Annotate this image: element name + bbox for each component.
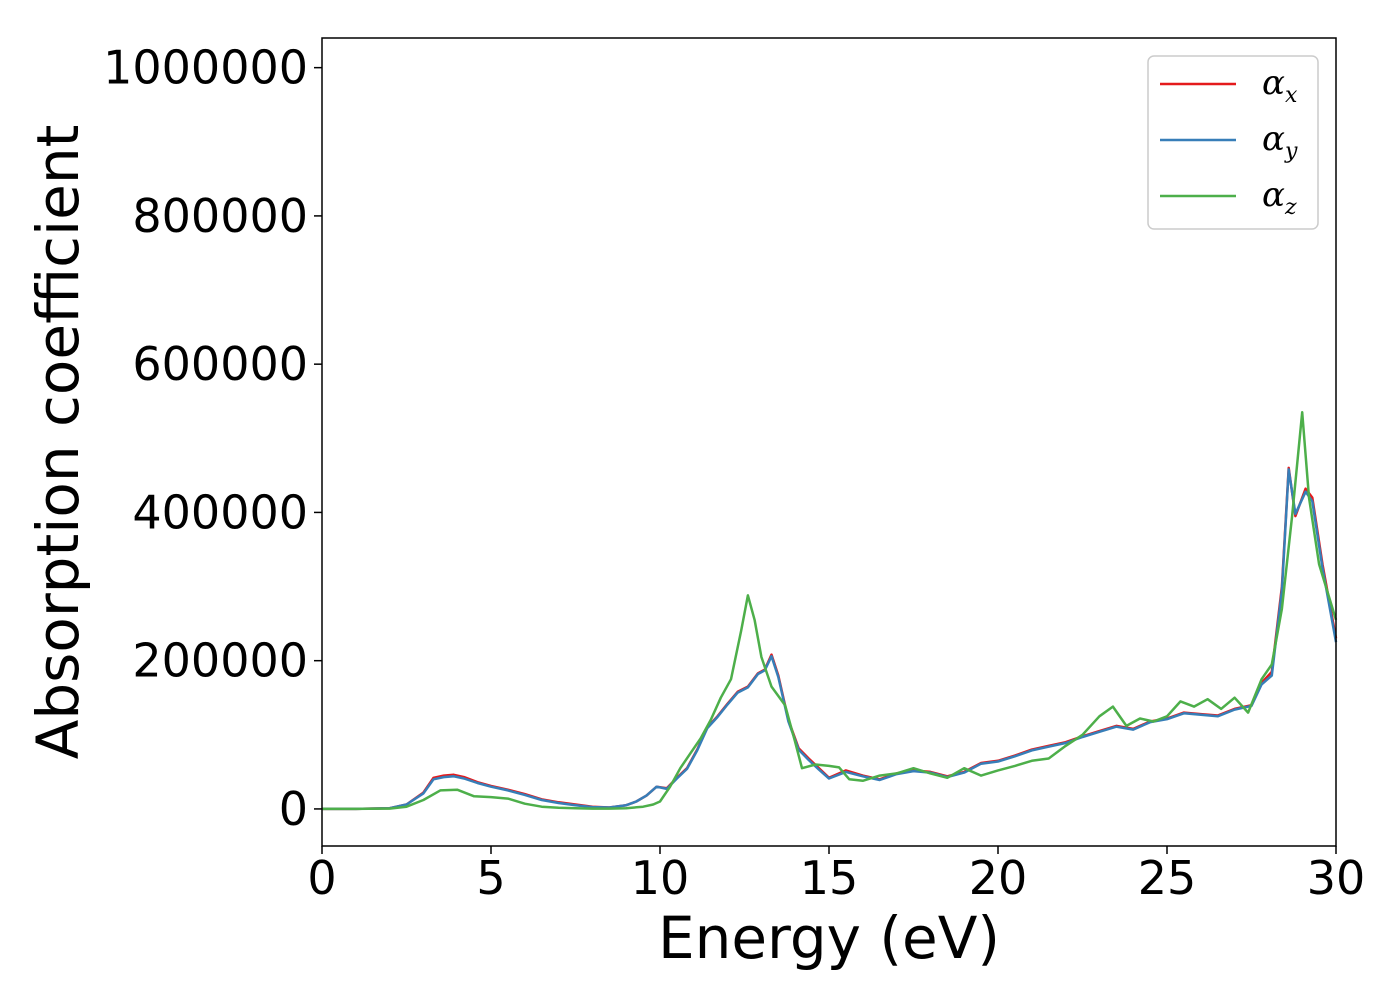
x-tick-label: 5 bbox=[476, 851, 505, 905]
x-tick-label: 0 bbox=[307, 851, 336, 905]
x-tick-label: 25 bbox=[1138, 851, 1197, 905]
legend-box bbox=[1147, 55, 1319, 230]
y-tick-label: 200000 bbox=[132, 634, 308, 688]
y-axis-ticks: 0 200000 400000 600000 800000 1000000 bbox=[103, 41, 322, 836]
y-tick-label: 600000 bbox=[132, 337, 308, 391]
y-tick-label: 0 bbox=[279, 782, 308, 836]
y-axis-label: Absorption coefficient bbox=[24, 125, 92, 760]
x-tick-label: 15 bbox=[800, 851, 859, 905]
series-line-z bbox=[322, 411, 1338, 811]
legend-label-z: αz bbox=[1262, 175, 1297, 220]
x-tick-label: 20 bbox=[969, 851, 1028, 905]
series-line-x bbox=[322, 466, 1338, 811]
legend-label-y: αy bbox=[1262, 119, 1298, 164]
legend: αx αy αz bbox=[1147, 55, 1319, 230]
y-tick-label: 1000000 bbox=[103, 41, 308, 95]
series-line-y bbox=[322, 468, 1338, 811]
legend-entries: αx αy αz bbox=[1160, 63, 1298, 220]
x-tick-label: 30 bbox=[1307, 851, 1366, 905]
x-axis-label: Energy (eV) bbox=[658, 904, 1000, 972]
y-tick-label: 400000 bbox=[132, 485, 308, 539]
legend-label-x: αx bbox=[1262, 63, 1298, 108]
y-tick-label: 800000 bbox=[132, 189, 308, 243]
x-tick-label: 10 bbox=[631, 851, 690, 905]
x-axis-ticks: 0 5 10 15 20 25 30 bbox=[307, 846, 1365, 905]
series-layer bbox=[322, 411, 1338, 811]
